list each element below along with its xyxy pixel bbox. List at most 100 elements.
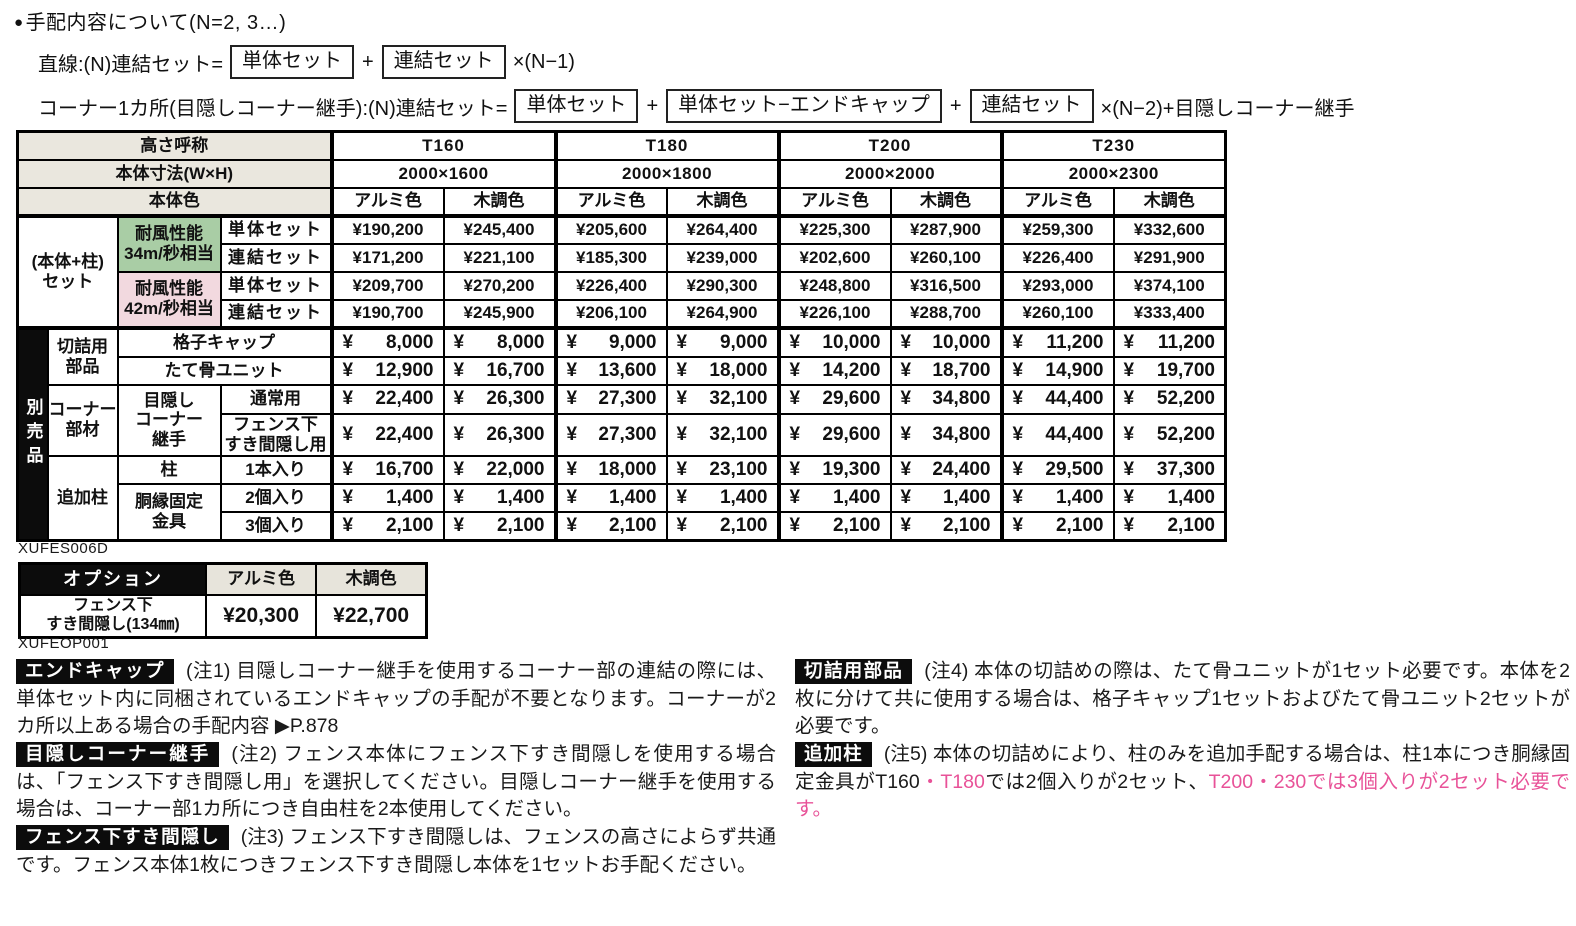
- section-title: ● 手配内容について(N=2, 3…): [14, 6, 1554, 35]
- yen-symbol: ¥: [566, 423, 578, 445]
- yen-symbol: ¥: [453, 423, 465, 445]
- price-value: 32,100: [709, 388, 768, 410]
- price-cell: ¥264,400: [665, 213, 780, 245]
- yen-symbol: ¥: [1123, 458, 1135, 480]
- price-cell: ¥221,100: [442, 242, 557, 273]
- yen-symbol: ¥: [342, 486, 354, 508]
- price-cell: ¥316,500: [889, 270, 1003, 301]
- option-table-code: XUFEOP001: [18, 635, 110, 652]
- size-t160: 2000×1600: [329, 158, 557, 189]
- price-cell: ¥171,200: [329, 242, 445, 273]
- yen-symbol: ¥: [453, 514, 465, 536]
- yen-symbol: ¥: [342, 514, 354, 536]
- header-size-label: 本体寸法(W×H): [16, 158, 333, 189]
- price-cell: ¥20,300: [204, 593, 318, 639]
- col-wood: 木調色: [665, 186, 780, 217]
- yen-symbol: ¥: [900, 423, 912, 445]
- price-cell: ¥226,100: [776, 298, 892, 329]
- note-tag: 目隠しコーナー継手: [16, 742, 220, 768]
- price-cell: ¥245,400: [442, 213, 557, 245]
- price-value: 2,100: [719, 514, 768, 536]
- price-value: 2,100: [1167, 514, 1215, 536]
- size-t200: 2000×2000: [776, 158, 1003, 189]
- price-value: 2,100: [385, 514, 434, 536]
- row-label: 連結セット: [219, 298, 333, 329]
- yen-symbol: ¥: [342, 359, 354, 381]
- price-value: 13,600: [598, 359, 657, 381]
- yen-symbol: ¥: [453, 331, 465, 353]
- price-value: 9,000: [608, 331, 657, 353]
- yen-symbol: ¥: [789, 458, 801, 480]
- notes-right-column: 切詰用部品 (注4) 本体の切詰めの際は、たて骨ユニットが1セット必要です。本体を…: [795, 658, 1570, 824]
- price-table: 高さ呼称 T160 T180 T200 T230 本体寸法(W×H) 2000×…: [16, 130, 1227, 542]
- price-value: 26,300: [486, 388, 545, 410]
- yen-symbol: ¥: [1123, 331, 1135, 353]
- col-alumi: アルミ色: [999, 186, 1115, 217]
- price-value: 2,100: [832, 514, 881, 536]
- note-corner-joint: 目隠しコーナー継手 (注2) フェンス本体にフェンス下すき間隠しを使用する場合は、…: [16, 741, 776, 824]
- yen-symbol: ¥: [566, 486, 578, 508]
- bullet-icon: ●: [14, 14, 24, 31]
- row-label: 3個入り: [219, 510, 333, 542]
- price-value: 27,300: [598, 388, 657, 410]
- price-value: 1,400: [496, 486, 545, 508]
- note-text-highlight: ・T180: [919, 770, 985, 793]
- price-value: 34,800: [932, 423, 991, 445]
- price-value: 1,400: [942, 486, 991, 508]
- price-cell: ¥190,200: [329, 213, 445, 245]
- yen-symbol: ¥: [676, 458, 688, 480]
- header-t200: T200: [776, 130, 1003, 161]
- option-row-label: フェンス下 すき間隠し(134㎜): [18, 593, 207, 639]
- yen-symbol: ¥: [566, 458, 578, 480]
- price-value: 34,800: [932, 388, 991, 410]
- yen-symbol: ¥: [1012, 486, 1024, 508]
- price-cell: ¥185,300: [553, 242, 668, 273]
- price-value: 24,400: [932, 458, 991, 480]
- yen-symbol: ¥: [1123, 423, 1135, 445]
- category-cut-parts: 切詰用 部品: [46, 325, 119, 386]
- col-wood: 木調色: [1112, 186, 1227, 217]
- yen-symbol: ¥: [676, 423, 688, 445]
- yen-symbol: ¥: [566, 359, 578, 381]
- price-value: 11,200: [1157, 331, 1215, 353]
- formula-suffix: ×(N−2)+目隠しコーナー継手: [1100, 97, 1355, 120]
- price-value: 12,900: [375, 359, 434, 381]
- size-t180: 2000×1800: [553, 158, 780, 189]
- yen-symbol: ¥: [676, 514, 688, 536]
- yen-symbol: ¥: [900, 514, 912, 536]
- boxed-term: 連結セット: [381, 45, 506, 79]
- option-col-wood: 木調色: [315, 562, 428, 596]
- price-cell: ¥290,300: [665, 270, 780, 301]
- category-corner-parts: コーナー 部材: [46, 383, 119, 457]
- note-text: (注2) フェンス本体にフェンス下すき間隠しを使用する場合は、「フェンス下すき間…: [16, 743, 776, 821]
- note-text: (注5) 本体の切詰めにより、柱のみを追加手配する場合は、柱1本につき胴縁固定金…: [795, 743, 1570, 793]
- size-t230: 2000×2300: [999, 158, 1227, 189]
- header-height-label: 高さ呼称: [16, 130, 333, 161]
- price-value: 8,000: [496, 331, 545, 353]
- price-cell: ¥239,000: [665, 242, 780, 273]
- price-value: 22,400: [375, 423, 434, 445]
- price-value: 1,400: [385, 486, 434, 508]
- price-cell: ¥209,700: [329, 270, 445, 301]
- yen-symbol: ¥: [789, 514, 801, 536]
- section-title-text: 手配内容について(N=2, 3…): [25, 12, 287, 34]
- yen-symbol: ¥: [676, 359, 688, 381]
- yen-symbol: ¥: [453, 458, 465, 480]
- yen-symbol: ¥: [676, 331, 688, 353]
- note-text: (注3) フェンス下すき間隠しは、フェンスの高さによらず共通です。フェンス本体1…: [16, 826, 776, 876]
- price-value: 1,400: [1055, 486, 1104, 508]
- price-cell: ¥264,900: [665, 298, 780, 329]
- row-label: 連結セット: [219, 242, 333, 273]
- yen-symbol: ¥: [789, 423, 801, 445]
- boxed-term: 単体セット: [230, 45, 354, 79]
- row-label: フェンス下 すき間隠し用: [219, 412, 333, 457]
- price-value: 27,300: [598, 423, 657, 445]
- yen-symbol: ¥: [1123, 514, 1135, 536]
- note-tag: 切詰用部品: [795, 659, 913, 684]
- plus-sign: +: [949, 94, 962, 117]
- header-t160: T160: [329, 130, 557, 161]
- price-value: 14,200: [822, 359, 881, 381]
- yen-symbol: ¥: [342, 388, 354, 410]
- option-table: オプション アルミ色 木調色 フェンス下 すき間隠し(134㎜) ¥20,300…: [18, 562, 428, 639]
- yen-symbol: ¥: [453, 388, 465, 410]
